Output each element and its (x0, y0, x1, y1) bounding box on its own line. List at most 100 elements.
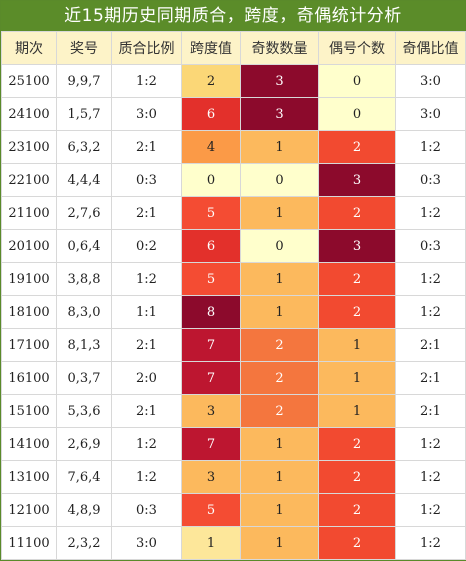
cell-period: 15100 (1, 394, 57, 428)
cell-odd-count: 1 (240, 262, 319, 296)
cell-period: 25100 (1, 64, 57, 98)
cell-even-count: 0 (318, 64, 396, 98)
cell-odd-count: 1 (240, 526, 319, 560)
cell-period: 13100 (1, 460, 57, 494)
cell-number: 2,6,9 (56, 427, 112, 461)
cell-prime-ratio: 0:2 (111, 229, 182, 263)
cell-span: 7 (181, 361, 241, 395)
cell-oe-ratio: 0:3 (395, 229, 466, 263)
cell-prime-ratio: 3:0 (111, 97, 182, 131)
cell-odd-count: 0 (240, 229, 319, 263)
cell-oe-ratio: 1:2 (395, 295, 466, 329)
table-row: 19100 3,8,8 1:2 5 1 2 1:2 (1, 262, 466, 296)
cell-period: 22100 (1, 163, 57, 197)
cell-oe-ratio: 3:0 (395, 64, 466, 98)
cell-span: 5 (181, 493, 241, 527)
cell-prime-ratio: 1:1 (111, 295, 182, 329)
cell-prime-ratio: 1:2 (111, 64, 182, 98)
cell-prime-ratio: 2:1 (111, 394, 182, 428)
cell-oe-ratio: 1:2 (395, 427, 466, 461)
cell-even-count: 0 (318, 97, 396, 131)
cell-oe-ratio: 1:2 (395, 460, 466, 494)
table-row: 12100 4,8,9 0:3 5 1 2 1:2 (1, 493, 466, 527)
cell-oe-ratio: 1:2 (395, 493, 466, 527)
cell-period: 14100 (1, 427, 57, 461)
cell-odd-count: 1 (240, 460, 319, 494)
cell-period: 17100 (1, 328, 57, 362)
table-row: 13100 7,6,4 1:2 3 1 2 1:2 (1, 460, 466, 494)
cell-period: 12100 (1, 493, 57, 527)
cell-odd-count: 1 (240, 295, 319, 329)
table-row: 24100 1,5,7 3:0 6 3 0 3:0 (1, 97, 466, 131)
cell-even-count: 2 (318, 130, 396, 164)
cell-odd-count: 1 (240, 196, 319, 230)
cell-oe-ratio: 2:1 (395, 361, 466, 395)
cell-odd-count: 0 (240, 163, 319, 197)
table-row: 16100 0,3,7 2:0 7 2 1 2:1 (1, 361, 466, 395)
cell-even-count: 1 (318, 328, 396, 362)
cell-oe-ratio: 3:0 (395, 97, 466, 131)
cell-period: 19100 (1, 262, 57, 296)
cell-span: 0 (181, 163, 241, 197)
cell-oe-ratio: 2:1 (395, 328, 466, 362)
cell-prime-ratio: 0:3 (111, 163, 182, 197)
cell-prime-ratio: 0:3 (111, 493, 182, 527)
table-row: 11100 2,3,2 3:0 1 1 2 1:2 (1, 526, 466, 560)
cell-odd-count: 3 (240, 64, 319, 98)
cell-span: 6 (181, 97, 241, 131)
cell-span: 5 (181, 196, 241, 230)
cell-even-count: 2 (318, 460, 396, 494)
cell-prime-ratio: 3:0 (111, 526, 182, 560)
cell-even-count: 2 (318, 427, 396, 461)
cell-period: 23100 (1, 130, 57, 164)
header-odd-count: 奇数数量 (240, 31, 319, 65)
cell-number: 2,7,6 (56, 196, 112, 230)
cell-span: 8 (181, 295, 241, 329)
table-row: 22100 4,4,4 0:3 0 0 3 0:3 (1, 163, 466, 197)
cell-number: 4,8,9 (56, 493, 112, 527)
cell-span: 7 (181, 427, 241, 461)
table-row: 23100 6,3,2 2:1 4 1 2 1:2 (1, 130, 466, 164)
header-period: 期次 (1, 31, 57, 65)
cell-number: 2,3,2 (56, 526, 112, 560)
cell-even-count: 2 (318, 196, 396, 230)
cell-even-count: 1 (318, 394, 396, 428)
cell-even-count: 2 (318, 295, 396, 329)
table-row: 25100 9,9,7 1:2 2 3 0 3:0 (1, 64, 466, 98)
cell-prime-ratio: 2:1 (111, 328, 182, 362)
cell-odd-count: 1 (240, 427, 319, 461)
cell-period: 18100 (1, 295, 57, 329)
cell-odd-count: 2 (240, 394, 319, 428)
cell-prime-ratio: 2:1 (111, 130, 182, 164)
cell-period: 24100 (1, 97, 57, 131)
cell-span: 7 (181, 328, 241, 362)
cell-oe-ratio: 2:1 (395, 394, 466, 428)
header-span: 跨度值 (181, 31, 241, 65)
cell-even-count: 2 (318, 493, 396, 527)
cell-period: 11100 (1, 526, 57, 560)
cell-number: 1,5,7 (56, 97, 112, 131)
cell-number: 9,9,7 (56, 64, 112, 98)
cell-number: 5,3,6 (56, 394, 112, 428)
cell-even-count: 3 (318, 163, 396, 197)
cell-number: 0,6,4 (56, 229, 112, 263)
cell-number: 8,3,0 (56, 295, 112, 329)
cell-span: 5 (181, 262, 241, 296)
cell-even-count: 3 (318, 229, 396, 263)
cell-span: 3 (181, 460, 241, 494)
cell-number: 0,3,7 (56, 361, 112, 395)
cell-span: 6 (181, 229, 241, 263)
cell-even-count: 1 (318, 361, 396, 395)
cell-period: 16100 (1, 361, 57, 395)
cell-oe-ratio: 1:2 (395, 526, 466, 560)
cell-even-count: 2 (318, 262, 396, 296)
cell-oe-ratio: 0:3 (395, 163, 466, 197)
header-prime-ratio: 质合比例 (111, 31, 182, 65)
cell-number: 7,6,4 (56, 460, 112, 494)
header-row: 期次 奖号 质合比例 跨度值 奇数数量 偶号个数 奇偶比值 (1, 31, 466, 65)
cell-prime-ratio: 1:2 (111, 427, 182, 461)
cell-span: 1 (181, 526, 241, 560)
table-row: 21100 2,7,6 2:1 5 1 2 1:2 (1, 196, 466, 230)
stats-table: 期次 奖号 质合比例 跨度值 奇数数量 偶号个数 奇偶比值 25100 9,9,7… (1, 31, 466, 560)
